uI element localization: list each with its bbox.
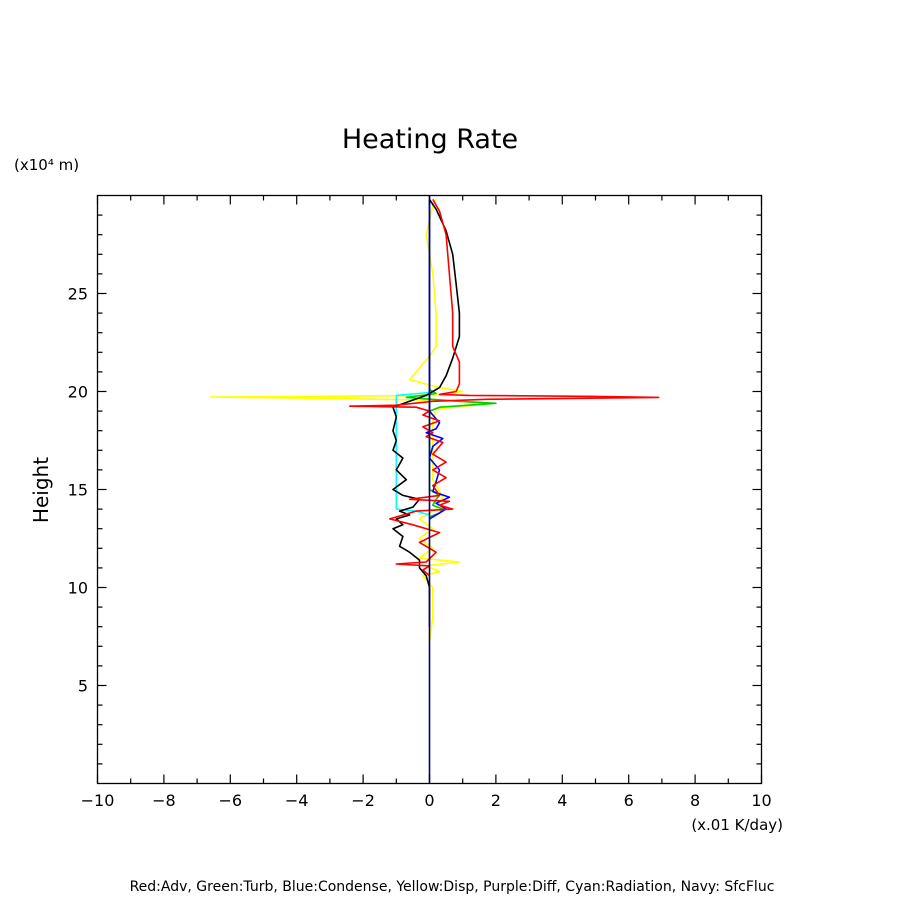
- legend-footnote: Red:Adv, Green:Turb, Blue:Condense, Yell…: [130, 879, 775, 895]
- x-tick-label: −4: [285, 791, 309, 810]
- y-tick-label: 10: [68, 579, 88, 598]
- y-axis-unit: (x10⁴ m): [14, 156, 79, 174]
- x-tick-label: −6: [219, 791, 243, 810]
- x-tick-label: 10: [751, 791, 771, 810]
- x-tick-label: 4: [557, 791, 567, 810]
- x-tick-label: −2: [351, 791, 375, 810]
- x-tick-label: 6: [624, 791, 634, 810]
- x-tick-label: −10: [81, 791, 115, 810]
- chart-title: Heating Rate: [342, 124, 518, 155]
- x-axis-unit: (x.01 K/day): [691, 816, 783, 834]
- y-axis-label: Height: [29, 457, 53, 523]
- series-layer: [209, 195, 660, 784]
- y-tick-label: 15: [68, 481, 88, 500]
- series-line-0: [209, 199, 494, 643]
- y-tick-label: 25: [68, 285, 88, 304]
- x-tick-label: −8: [152, 791, 176, 810]
- tick-layer: −10 −8 −6 −4 −2 0 2 4 6 8 10 5 10 15 20 25: [68, 195, 772, 810]
- y-tick-label: 20: [68, 383, 88, 402]
- x-tick-label: 2: [491, 791, 501, 810]
- x-tick-label: 8: [690, 791, 700, 810]
- series-line-5: [392, 198, 461, 627]
- x-tick-label: 0: [424, 791, 434, 810]
- y-tick-label: 5: [78, 677, 88, 696]
